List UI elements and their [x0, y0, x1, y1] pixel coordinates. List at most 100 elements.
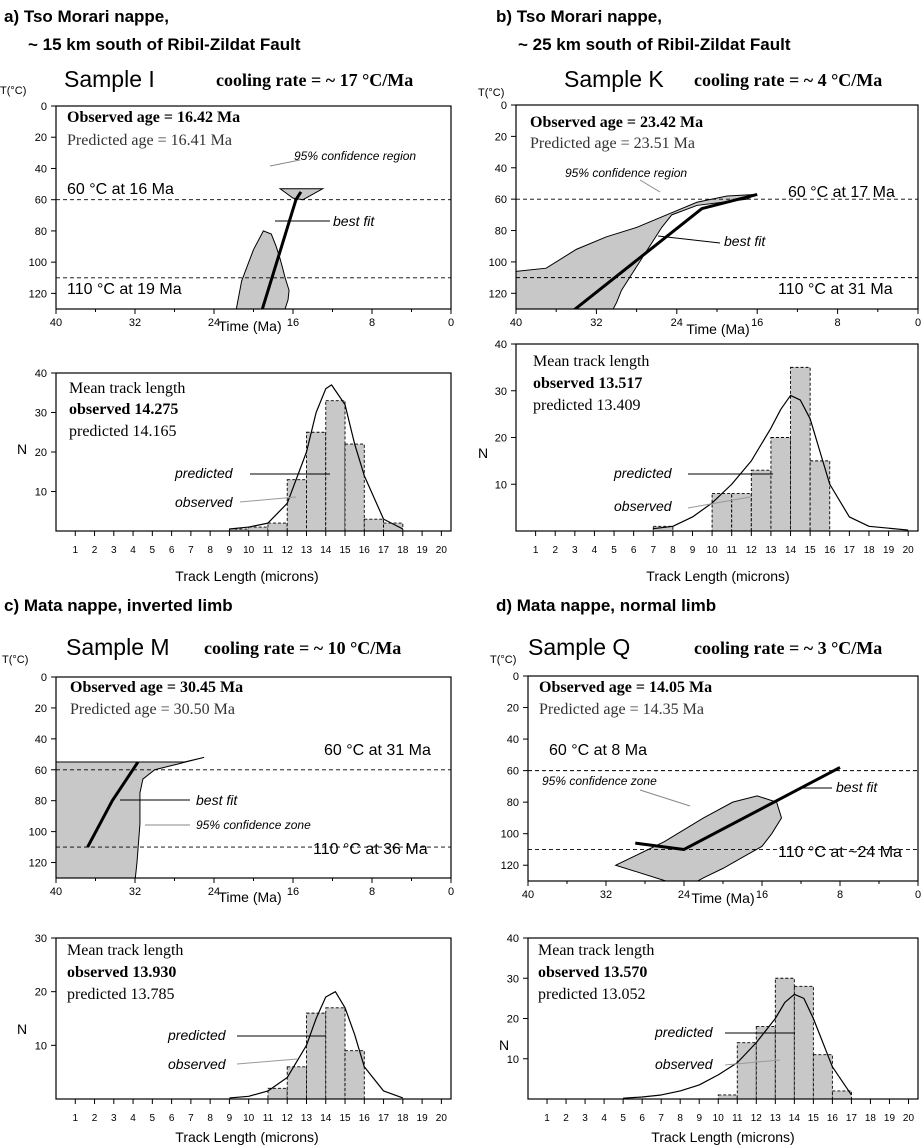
histogram-observed-label: observed — [655, 1056, 714, 1072]
track-length-tick-label: 5 — [150, 545, 156, 556]
temperature-tick-label: 40 — [35, 734, 47, 746]
time-axis-label: Time (Ma) — [218, 889, 281, 905]
histogram-bar — [306, 431, 327, 532]
histogram-bar — [717, 1094, 738, 1100]
histogram-frame — [527, 937, 919, 1100]
best-fit-label: best fit — [724, 233, 766, 249]
histogram-y-tick-label: 30 — [507, 973, 519, 985]
mtl-predicted-label: predicted 13.785 — [67, 986, 175, 1003]
time-tick-label: 0 — [915, 889, 921, 901]
mtl-predicted-label: predicted 13.052 — [538, 986, 646, 1003]
time-tick-label: 32 — [600, 889, 612, 901]
tt-plot-area — [528, 766, 918, 881]
histogram-bar — [363, 518, 385, 532]
time-tick-label: 0 — [915, 317, 921, 329]
time-tick-label: 8 — [369, 317, 375, 329]
mean-track-length-label: Mean track length — [67, 942, 183, 959]
track-length-axis-label: Track Length (microns) — [646, 568, 789, 584]
temperature-tick-label: 40 — [35, 163, 47, 175]
confidence-label: 95% confidence region — [565, 166, 687, 180]
upper-temperature-marker: 60 °C at 17 Ma — [788, 184, 895, 201]
temperature-tick-label: 100 — [29, 827, 47, 839]
best-fit-line — [260, 191, 303, 309]
track-length-tick-label: 5 — [611, 545, 617, 556]
histogram-y-tick-label: 30 — [495, 386, 507, 398]
time-axis-label: Time (Ma) — [218, 318, 281, 334]
observed-leader — [236, 1058, 298, 1065]
track-length-tick-label: 15 — [339, 1113, 351, 1124]
track-length-tick-label: 4 — [130, 1113, 136, 1124]
predicted-curve — [229, 991, 404, 1099]
lower-temperature-marker: 110 °C at 36 Ma — [313, 841, 428, 858]
predicted-curve — [623, 993, 852, 1099]
track-length-tick-label: 6 — [169, 1113, 175, 1124]
time-tick-label: 24 — [208, 317, 220, 329]
time-tick-label: 40 — [510, 317, 522, 329]
track-length-tick-label: 8 — [670, 545, 676, 556]
histogram-bar — [755, 1026, 776, 1100]
confidence-leader — [639, 179, 661, 193]
track-length-tick-label: 17 — [846, 1113, 858, 1124]
track-length-tick-label: 9 — [227, 545, 233, 556]
histogram-bar — [812, 1054, 833, 1100]
track-length-tick-label: 8 — [207, 1113, 213, 1124]
time-tick-label: 24 — [208, 886, 220, 898]
cooling-rate-label: cooling rate = ~ 17 °C/Ma — [216, 70, 413, 90]
histogram-y-tick-label: 20 — [35, 987, 47, 999]
best-fit-line — [572, 192, 758, 309]
observed-age-label: Observed age = 23.42 Ma — [530, 114, 703, 131]
temperature-tick-label: 20 — [495, 131, 507, 143]
track-length-tick-label: 10 — [243, 545, 255, 556]
temperature-tick-label: 100 — [29, 257, 47, 269]
track-length-tick-label: 1 — [72, 1113, 78, 1124]
track-length-tick-label: 11 — [263, 1113, 274, 1124]
histogram-y-tick-label: 40 — [495, 339, 507, 351]
track-length-tick-label: 18 — [397, 545, 409, 556]
temperature-tick-label: 60 — [507, 766, 519, 778]
confidence-region — [278, 188, 325, 201]
histogram-y-tick-label: 40 — [35, 368, 47, 380]
temperature-tick-label: 0 — [41, 672, 47, 684]
temperature-tick-label: 100 — [501, 829, 519, 841]
temperature-tick-label: 0 — [41, 101, 47, 113]
panel-heading-line1: b) Tso Morari nappe, — [496, 7, 662, 26]
predicted-age-label: Predicted age = 14.35 Ma — [539, 701, 704, 718]
histogram-n-label: N — [17, 1021, 27, 1037]
track-length-tick-label: 19 — [417, 1113, 429, 1124]
track-length-tick-label: 13 — [765, 545, 777, 556]
track-length-tick-label: 3 — [582, 1113, 588, 1124]
track-length-tick-label: 1 — [72, 545, 78, 556]
track-length-tick-label: 1 — [544, 1113, 550, 1124]
mtl-predicted-label: predicted 13.409 — [533, 397, 641, 414]
mtl-predicted-label: predicted 14.165 — [69, 423, 177, 440]
track-length-tick-label: 4 — [592, 545, 598, 556]
track-length-tick-label: 20 — [436, 1113, 448, 1124]
histogram-predicted-label: predicted — [654, 1024, 714, 1040]
time-tick-label: 0 — [448, 886, 454, 898]
time-tick-label: 24 — [678, 889, 690, 901]
track-length-tick-label: 2 — [92, 1113, 98, 1124]
predicted-age-label: Predicted age = 30.50 Ma — [70, 701, 235, 718]
histogram-predicted-label: predicted — [167, 1027, 227, 1043]
histogram-y-tick-label: 10 — [35, 1040, 47, 1052]
time-tick-label: 8 — [369, 886, 375, 898]
predicted-curve — [229, 384, 404, 530]
temperature-tick-label: 80 — [507, 797, 519, 809]
histogram-bar — [711, 493, 733, 532]
track-length-tick-label: 10 — [713, 1113, 725, 1124]
histogram-bar — [736, 1042, 757, 1100]
track-length-tick-label: 15 — [339, 545, 351, 556]
track-length-tick-label: 17 — [378, 545, 390, 556]
temperature-tick-label: 120 — [29, 858, 47, 870]
time-tick-label: 16 — [751, 317, 763, 329]
histogram-n-label: N — [499, 1037, 509, 1053]
track-length-tick-label: 11 — [263, 545, 274, 556]
track-length-tick-label: 17 — [378, 1113, 390, 1124]
confidence-region — [56, 756, 205, 878]
temperature-tick-label: 20 — [35, 703, 47, 715]
mean-track-length-label: Mean track length — [538, 942, 654, 959]
predicted-age-label: Predicted age = 23.51 Ma — [530, 135, 695, 152]
track-length-tick-label: 15 — [805, 545, 817, 556]
track-length-tick-label: 5 — [150, 1113, 156, 1124]
